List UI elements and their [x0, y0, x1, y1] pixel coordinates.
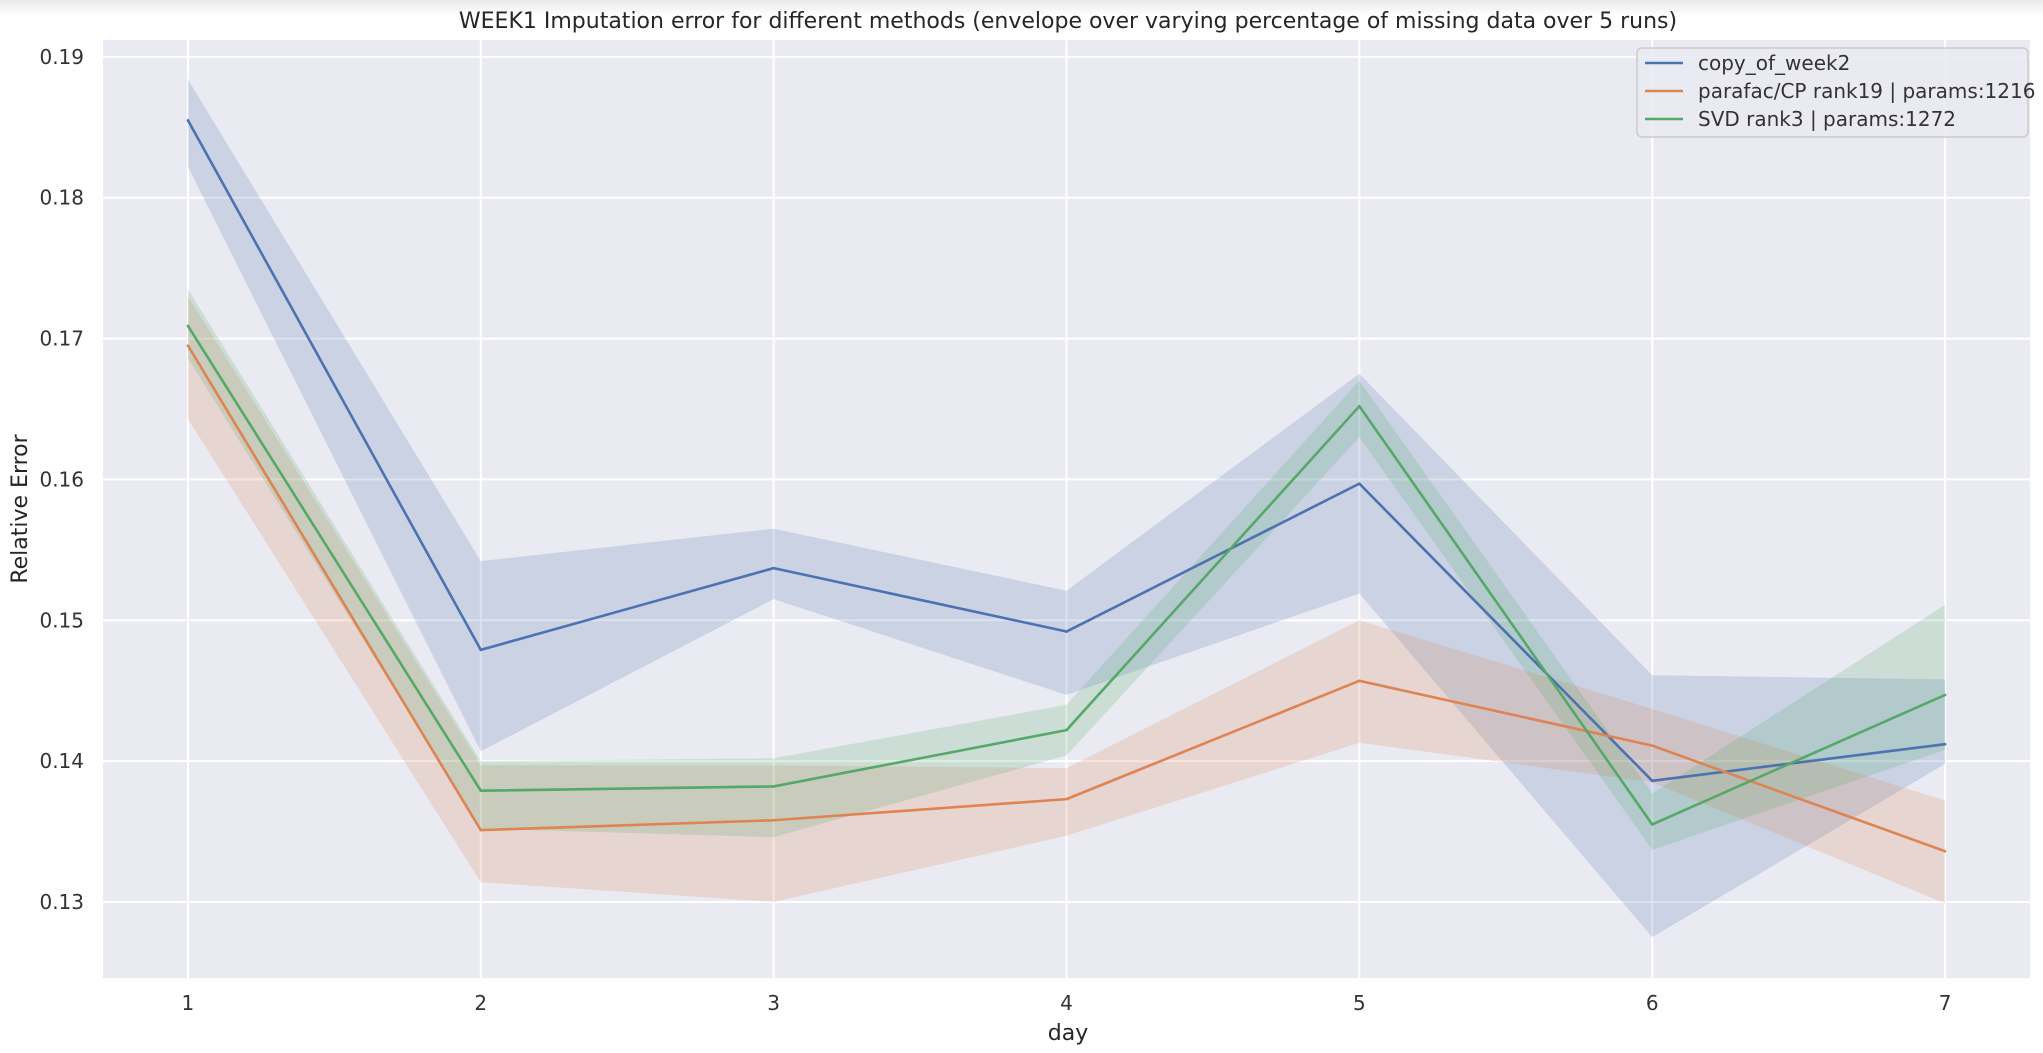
x-axis-label: day	[1048, 1021, 1088, 1046]
point-parafac-cp-rank19-params-1216-2	[772, 818, 775, 822]
y-tick-label-6: 0.19	[39, 45, 84, 69]
y-tick-label-4: 0.17	[39, 327, 84, 351]
point-svd-rank3-params-1272-0	[186, 324, 190, 328]
x-tick-label-6: 7	[1939, 991, 1952, 1015]
point-copy-of-week2-1	[479, 648, 483, 652]
y-tick-label-0: 0.13	[39, 890, 84, 914]
point-copy-of-week2-0	[186, 118, 190, 122]
point-copy-of-week2-3	[1065, 630, 1068, 633]
legend-box	[1636, 47, 2029, 138]
chart-title: WEEK1 Imputation error for different met…	[459, 9, 1677, 34]
point-svd-rank3-params-1272-3	[1065, 728, 1068, 732]
y-tick-label-2: 0.15	[39, 608, 84, 632]
x-tick-label-5: 6	[1646, 991, 1659, 1015]
y-tick-label-1: 0.14	[39, 749, 84, 773]
point-copy-of-week2-5	[1650, 779, 1654, 783]
y-axis-ticks: 0.13 0.14 0.15 0.16 0.17 0.18 0.19	[39, 45, 84, 914]
confidence-bands	[187, 79, 1946, 938]
x-axis-ticks: 1 2 3 4 5 6 7	[182, 991, 1952, 1015]
point-copy-of-week2-6	[1943, 742, 1947, 746]
y-tick-label-3: 0.16	[39, 467, 84, 491]
grid-lines	[103, 40, 2030, 978]
series-lines	[186, 118, 1947, 853]
band-parafac-cp-rank19-params-1216	[187, 296, 1946, 904]
legend: copy_of_week2 parafac/CP rank19 | params:…	[1636, 47, 2035, 138]
y-tick-label-5: 0.18	[39, 186, 84, 210]
point-parafac-cp-rank19-params-1216-0	[186, 344, 190, 347]
x-tick-label-4: 5	[1353, 991, 1366, 1015]
point-svd-rank3-params-1272-4	[1358, 404, 1361, 408]
point-svd-rank3-params-1272-2	[772, 785, 775, 788]
x-tick-label-1: 2	[474, 991, 487, 1015]
point-parafac-cp-rank19-params-1216-1	[479, 828, 483, 832]
band-svd-rank3-params-1272	[187, 289, 1946, 850]
y-axis-label: Relative Error	[8, 433, 33, 583]
point-copy-of-week2-2	[772, 566, 775, 570]
x-tick-label-3: 4	[1060, 991, 1073, 1015]
band-copy-of-week2	[187, 79, 1946, 938]
legend-label-svd-rank3-params-1272: SVD rank3 | params:1272	[1698, 107, 1956, 131]
x-tick-label-2: 3	[767, 991, 780, 1015]
point-copy-of-week2-4	[1358, 482, 1361, 485]
point-parafac-cp-rank19-params-1216-3	[1065, 797, 1068, 801]
point-parafac-cp-rank19-params-1216-4	[1358, 679, 1361, 683]
legend-label-copy-of-week2: copy_of_week2	[1698, 51, 1850, 75]
point-svd-rank3-params-1272-5	[1650, 823, 1654, 826]
point-parafac-cp-rank19-params-1216-6	[1943, 849, 1947, 853]
window-top-shade	[0, 0, 2043, 16]
point-parafac-cp-rank19-params-1216-5	[1650, 744, 1654, 747]
x-tick-label-0: 1	[182, 991, 195, 1015]
point-svd-rank3-params-1272-6	[1943, 693, 1947, 697]
legend-label-parafac-cp-rank19-params-1216: parafac/CP rank19 | params:1216	[1698, 79, 2035, 103]
point-svd-rank3-params-1272-1	[479, 789, 483, 792]
